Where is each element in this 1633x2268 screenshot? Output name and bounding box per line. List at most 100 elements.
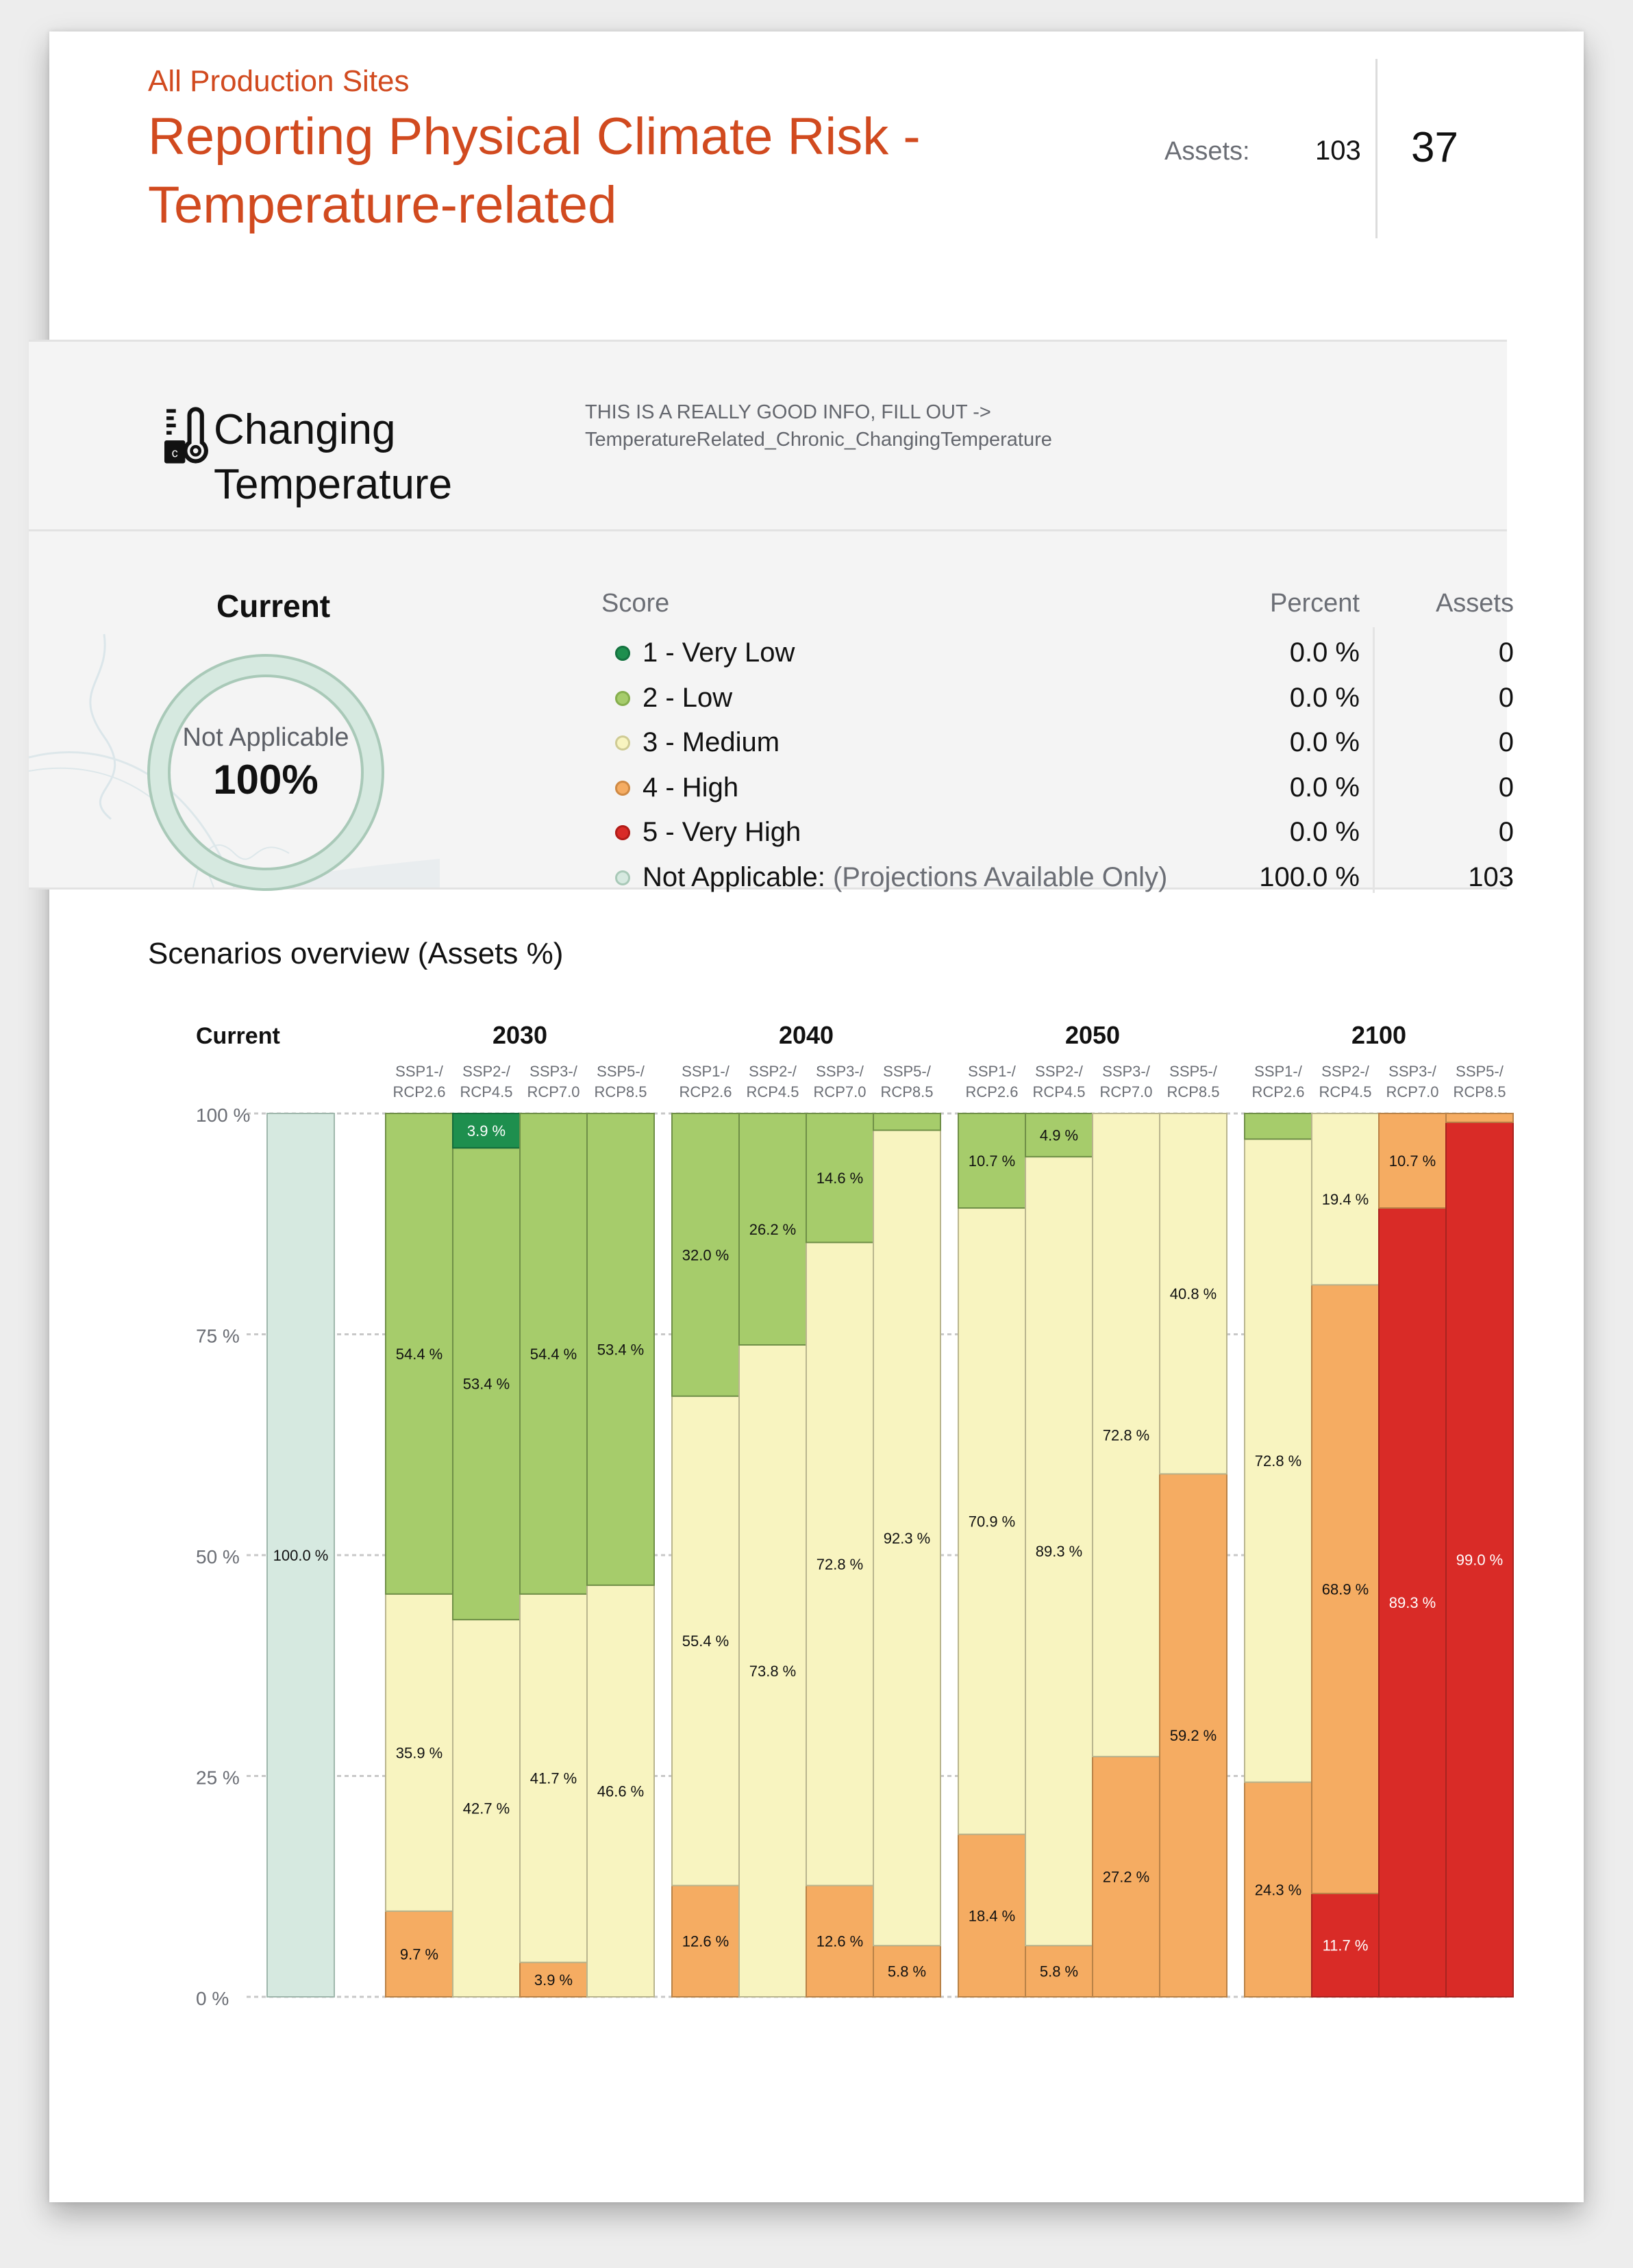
- donut-value: 100%: [213, 757, 319, 803]
- scenario-label: RCP4.5: [1319, 1083, 1371, 1100]
- column-header-score: Score: [601, 589, 670, 618]
- score-assets: 103: [1468, 861, 1514, 892]
- scenario-label: RCP7.0: [1099, 1083, 1152, 1100]
- scenario-label: SSP3-/: [816, 1063, 864, 1080]
- score-row: 1 - Very Low 0.0 % 0: [0, 633, 1633, 675]
- scenario-label: SSP5-/: [1456, 1063, 1504, 1080]
- data-label: 41.7 %: [530, 1770, 577, 1787]
- score-percent: 0.0 %: [1289, 772, 1360, 803]
- data-label: 72.8 %: [1103, 1427, 1150, 1444]
- bar-segment-low: [452, 1147, 521, 1621]
- data-label: 70.9 %: [969, 1513, 1016, 1530]
- data-label: 12.6 %: [816, 1933, 864, 1950]
- risk-name: Changing Temperature: [214, 403, 452, 512]
- score-row: 2 - Low 0.0 % 0: [0, 679, 1633, 720]
- scenario-label: SSP3-/: [1388, 1063, 1437, 1080]
- bar-segment-high: [1311, 1284, 1380, 1895]
- data-label: 11.7 %: [1323, 1937, 1369, 1954]
- report-subtitle: All Production Sites: [148, 64, 410, 98]
- scenario-label: RCP4.5: [746, 1083, 799, 1100]
- data-label: 3.9 %: [467, 1122, 506, 1139]
- data-label: 92.3 %: [884, 1530, 931, 1547]
- bar-segment-not-applicable: [266, 1113, 335, 1998]
- bar-segment-low: [671, 1113, 740, 1397]
- data-label: 32.0 %: [682, 1246, 730, 1263]
- data-label: 46.6 %: [597, 1782, 645, 1800]
- y-tick-label: 0 %: [196, 1988, 229, 2009]
- y-tick-label: 25 %: [196, 1767, 240, 1789]
- header-divider: [1375, 59, 1378, 238]
- scenarios-stacked-bar-chart: 0 % 25 % 50 % 75 % 100 % Current 100.0 % 2030 SS…: [196, 1021, 1514, 2009]
- legend-dot-icon: [615, 825, 630, 840]
- data-label: 53.4 %: [597, 1341, 645, 1358]
- score-assets: 0: [1498, 817, 1514, 847]
- data-label: 3.9 %: [534, 1971, 573, 1989]
- thermometer-celsius-icon: c: [164, 407, 208, 464]
- score-row: 5 - Very High 0.0 % 0: [0, 813, 1633, 854]
- data-label: 27.2 %: [1103, 1869, 1150, 1886]
- page-number: 37: [1411, 124, 1458, 171]
- scenario-label: RCP8.5: [1167, 1083, 1219, 1100]
- legend-dot-icon: [615, 735, 630, 751]
- score-assets: 0: [1498, 772, 1514, 803]
- bar-segment-high: [1445, 1113, 1514, 1123]
- scenario-label: RCP2.6: [679, 1083, 732, 1100]
- scenario-label: SSP1-/: [968, 1063, 1017, 1080]
- bar-segment-very-low: [452, 1113, 521, 1149]
- scenario-label: RCP8.5: [1453, 1083, 1506, 1100]
- y-tick-label: 50 %: [196, 1546, 240, 1567]
- data-label: 5.8 %: [1040, 1963, 1078, 1980]
- scenario-label: SSP2-/: [1035, 1063, 1084, 1080]
- bar-segment-high: [1025, 1945, 1093, 1998]
- scenario-label: RCP4.5: [1032, 1083, 1085, 1100]
- data-label: 72.8 %: [816, 1556, 864, 1573]
- bar-segment-high: [1159, 1473, 1227, 1998]
- column-header-percent: Percent: [1270, 589, 1360, 618]
- legend-dot-icon: [615, 690, 630, 706]
- score-label: 3 - Medium: [643, 727, 780, 757]
- bar-segment-high: [385, 1910, 453, 1998]
- data-label: 72.8 %: [1255, 1452, 1302, 1470]
- score-row: 4 - High 0.0 % 0: [0, 768, 1633, 809]
- data-label: 73.8 %: [749, 1663, 797, 1680]
- bar-segment-medium: [1159, 1113, 1227, 1475]
- chart-title: Scenarios overview (Assets %): [148, 937, 564, 970]
- data-label: 40.8 %: [1170, 1285, 1217, 1302]
- bar-segment-low: [1025, 1113, 1093, 1158]
- score-assets: 0: [1498, 727, 1514, 757]
- scenario-label: RCP2.6: [392, 1083, 445, 1100]
- bar-segment-low: [873, 1113, 941, 1131]
- risk-note: THIS IS A REALLY GOOD INFO, FILL OUT -> …: [585, 399, 1052, 453]
- data-label: 54.4 %: [396, 1346, 443, 1363]
- data-label: 42.7 %: [463, 1800, 510, 1817]
- legend-dot-icon: [615, 870, 630, 885]
- score-percent: 0.0 %: [1289, 817, 1360, 847]
- data-label: 89.3 %: [1036, 1543, 1083, 1560]
- bar-segment-low: [738, 1113, 807, 1346]
- bar-segment-medium: [958, 1207, 1026, 1835]
- scenario-label: SSP1-/: [395, 1063, 444, 1080]
- current-donut-chart: [147, 654, 384, 891]
- data-label: 24.3 %: [1255, 1881, 1302, 1898]
- bar-segment-low: [806, 1113, 874, 1244]
- score-label: Not Applicable: (Projections Available O…: [643, 861, 1168, 892]
- bar-segment-very-high: [1311, 1893, 1380, 1998]
- data-label: 26.2 %: [749, 1221, 797, 1238]
- data-label: 100.0 %: [273, 1547, 329, 1564]
- risk-header-panel: [29, 340, 1507, 531]
- bar-segment-high: [519, 1961, 588, 1998]
- bar-segment-low: [1244, 1113, 1312, 1140]
- score-label: 5 - Very High: [643, 817, 801, 847]
- scenario-label: RCP7.0: [1386, 1083, 1438, 1100]
- data-label: 89.3 %: [1389, 1594, 1436, 1611]
- risk-note-line2: TemperatureRelated_Chronic_ChangingTempe…: [585, 429, 1052, 451]
- data-label: 19.4 %: [1322, 1191, 1369, 1208]
- scenario-label: RCP2.6: [965, 1083, 1018, 1100]
- scenario-label: SSP5-/: [597, 1063, 645, 1080]
- scenario-label: SSP3-/: [529, 1063, 578, 1080]
- scenario-label: SSP1-/: [682, 1063, 730, 1080]
- scenario-label: RCP8.5: [594, 1083, 647, 1100]
- bar-segment-medium: [1311, 1113, 1380, 1286]
- risk-name-line2: Temperature: [214, 461, 453, 508]
- bar-segment-medium: [738, 1344, 807, 1998]
